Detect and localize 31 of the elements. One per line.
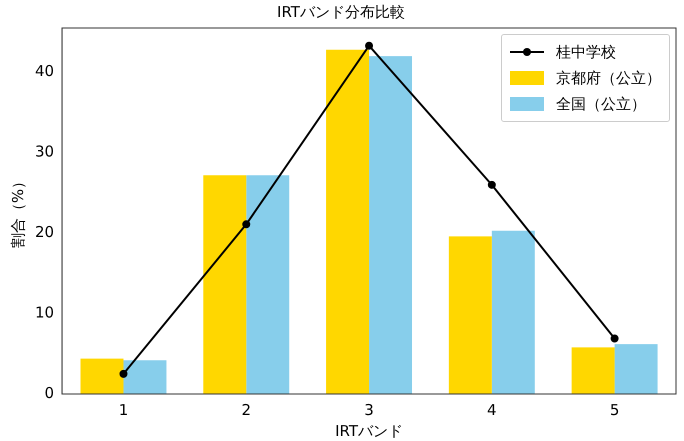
bar [123,360,166,394]
y-tick-label: 30 [34,142,54,161]
bar [203,175,246,394]
x-tick-label: 3 [364,400,374,419]
legend-label: 京都府（公立） [556,68,661,89]
x-tick-label: 5 [610,400,620,419]
bar [492,230,535,394]
x-tick-label: 2 [241,400,252,419]
x-axis-title: IRTバンド [335,422,404,440]
bar [614,344,658,394]
point [488,180,496,189]
y-tick-label: 40 [34,62,54,80]
y-tick-label: 20 [34,223,54,242]
legend-label: 桂中学校 [556,42,616,63]
point [242,220,250,228]
chart-title: IRTバンド分布比較 [277,2,405,21]
point [610,334,619,342]
y-tick-label: 10 [34,303,54,322]
bar [80,358,124,394]
bar [326,50,370,394]
y-axis-title: 割合（%） [8,174,27,248]
x-tick-label: 4 [487,400,497,419]
y-tick-label: 0 [44,384,54,402]
legend-label: 全国（公立） [556,94,646,115]
bar [369,56,412,394]
point [365,42,374,50]
bar [572,347,615,394]
x-tick-label: 1 [118,400,128,419]
bar [448,236,492,394]
bar [246,175,290,394]
point [119,370,128,378]
